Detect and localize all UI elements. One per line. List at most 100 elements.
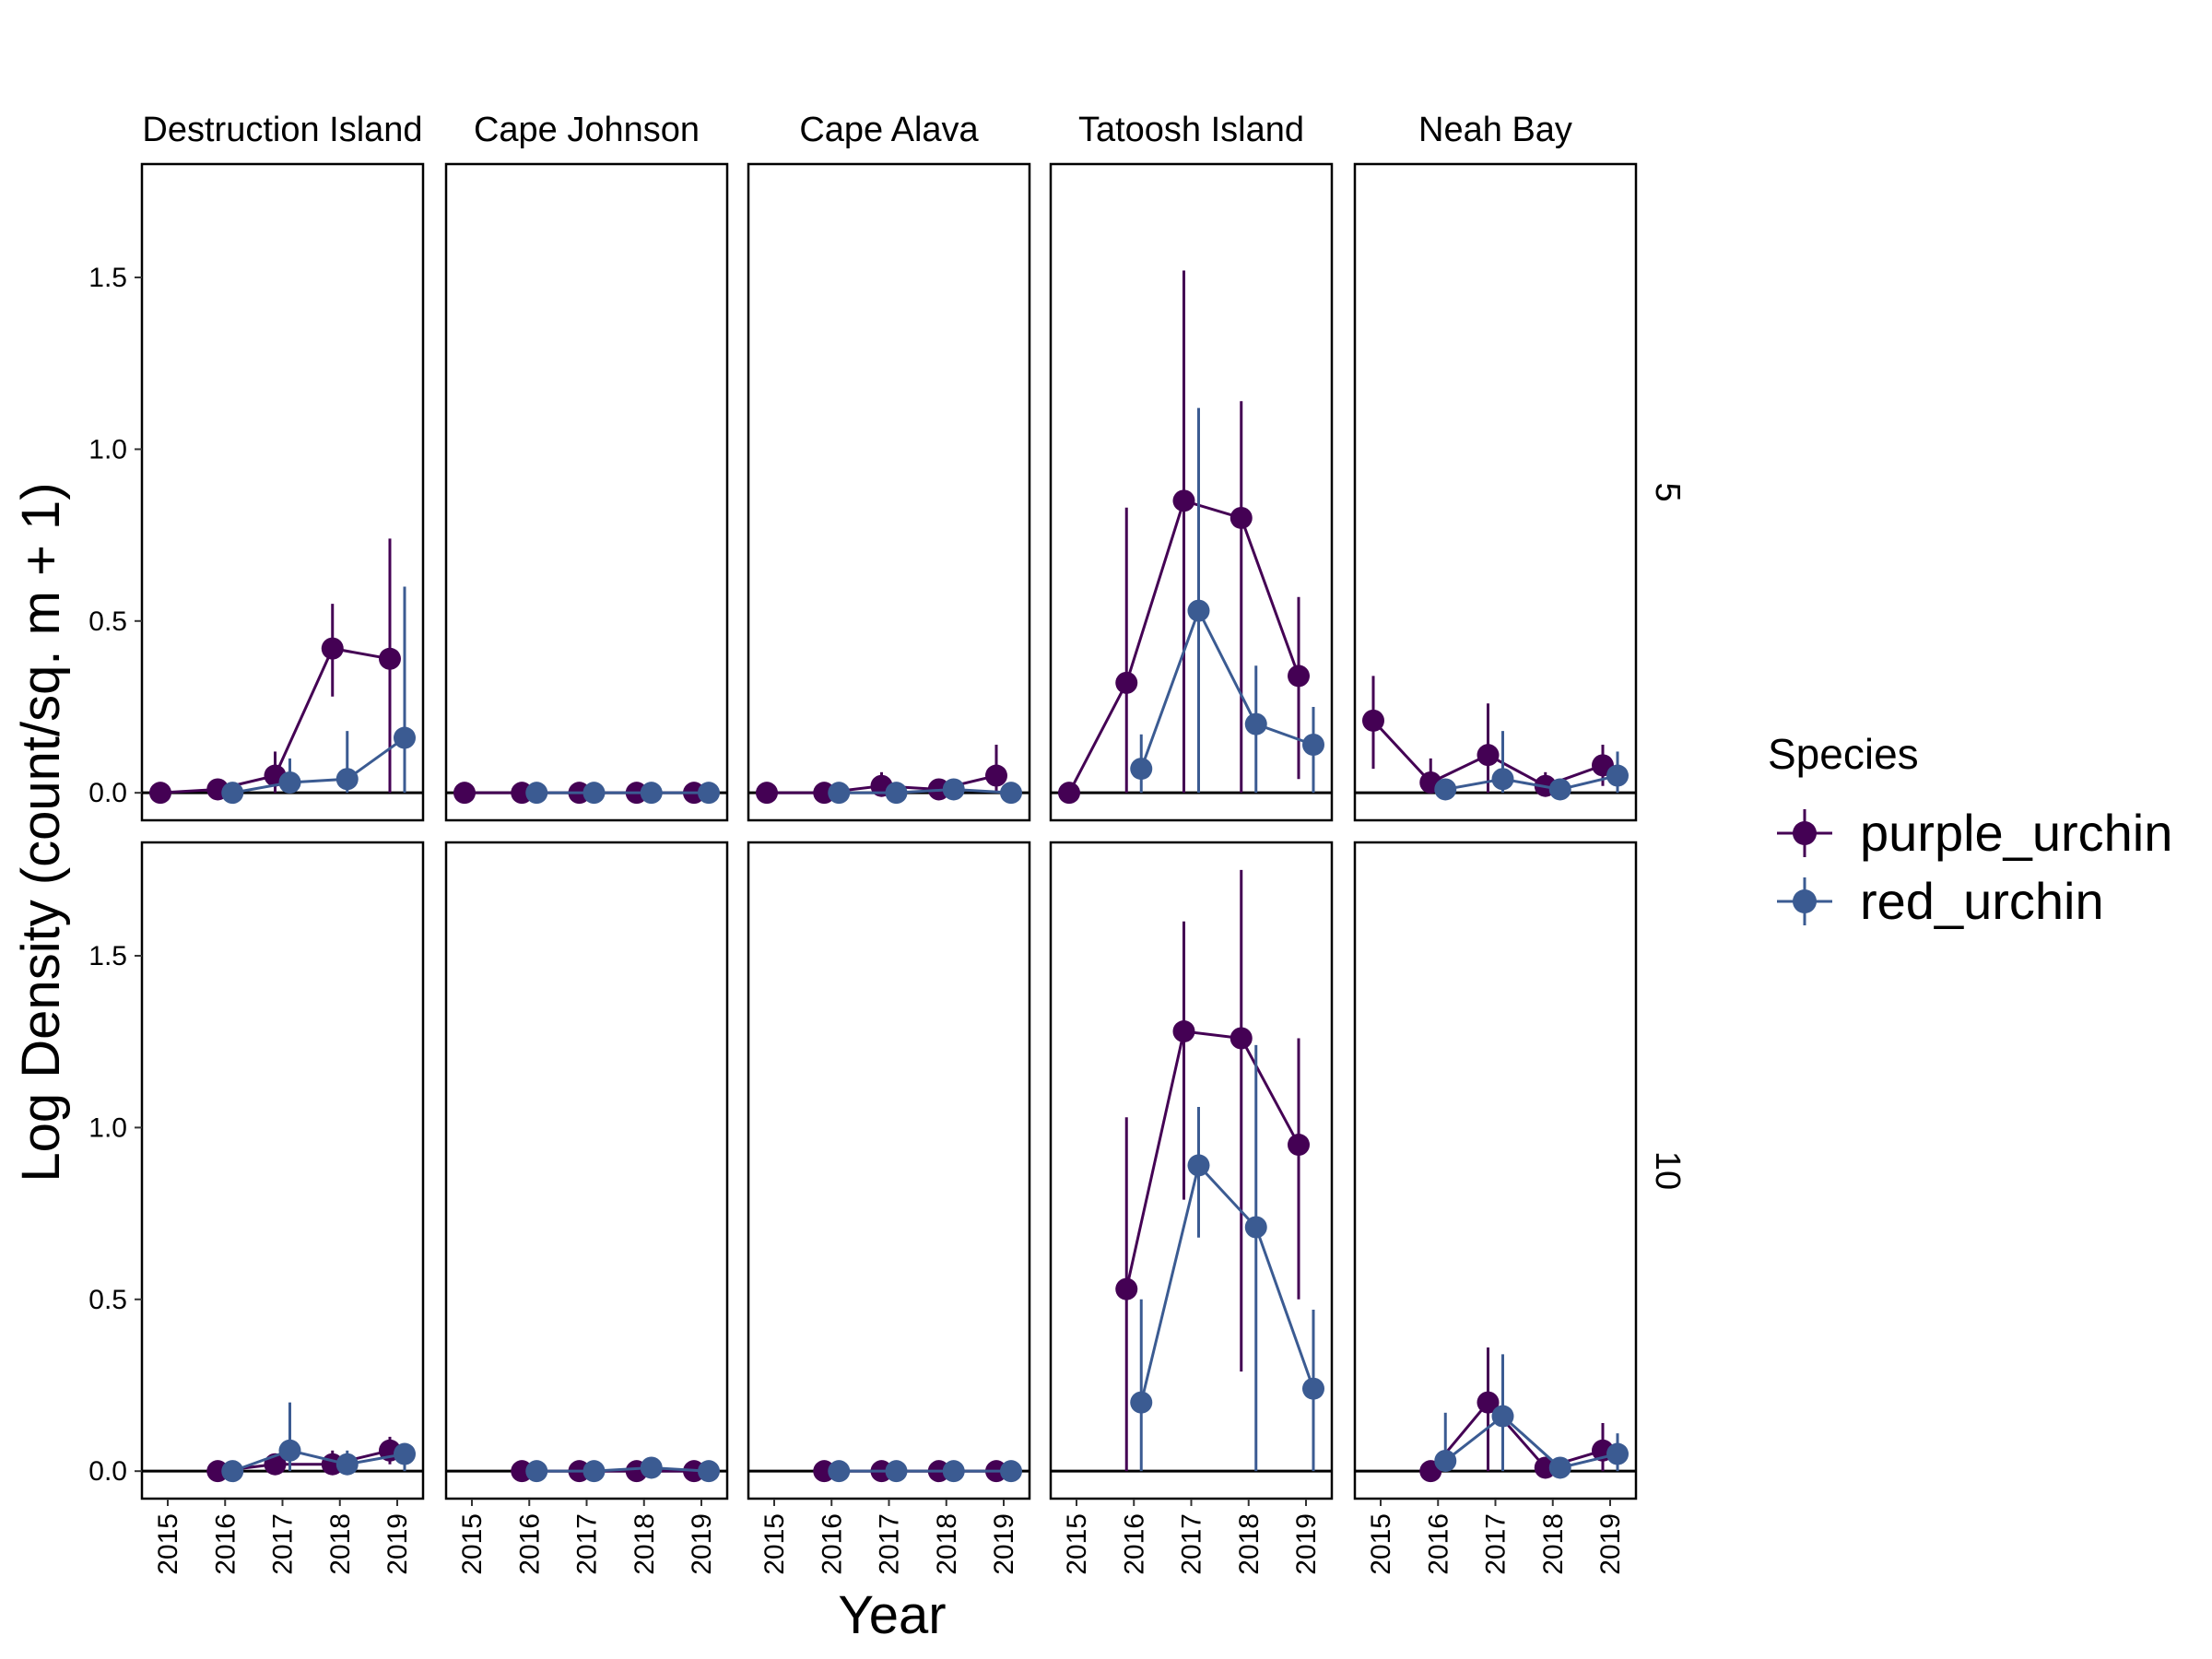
point-red_urchin — [698, 782, 720, 805]
y-tick-label: 0.5 — [88, 1285, 127, 1315]
series-line-red_urchin — [1139, 1162, 1315, 1403]
strip-label-cape-alava: Cape Alava — [799, 111, 979, 149]
y-axis-title: Log Density (count/sq. m + 1) — [11, 482, 71, 1182]
legend-label: red_urchin — [1860, 872, 2104, 930]
point-purple_urchin — [1058, 782, 1080, 805]
series-line-red_urchin — [536, 1465, 710, 1473]
x-tick-label: 2016 — [210, 1513, 241, 1575]
point-red_urchin — [885, 1460, 908, 1483]
strip-label-destruction-island: Destruction Island — [142, 111, 422, 149]
panel-border — [444, 841, 729, 1500]
x-tick-label: 2016 — [1423, 1513, 1453, 1575]
x-tick-label: 2017 — [875, 1513, 905, 1575]
x-tick-label: 2017 — [572, 1513, 603, 1575]
point-red_urchin — [278, 771, 301, 794]
point-red_urchin — [828, 782, 851, 805]
point-red_urchin — [1491, 1405, 1514, 1428]
point-purple_urchin — [1288, 665, 1310, 688]
point-red_urchin — [335, 1453, 359, 1476]
point-red_urchin — [278, 1439, 301, 1462]
panel-cape-johnson-depth-5 — [444, 162, 729, 822]
point-red_urchin — [1434, 778, 1457, 801]
facet-strip-labels: Destruction Island Cape Johnson Cape Alava… — [142, 111, 1572, 149]
y-tick-label: 1.5 — [88, 941, 127, 971]
point-purple_urchin — [1477, 1391, 1500, 1414]
panel-border — [140, 162, 425, 822]
point-red_urchin — [1000, 1460, 1022, 1483]
panel-destruction-island-depth-5: 0.0 0.5 1.0 1.5 — [88, 162, 425, 822]
panel-tatoosh-island-depth-5 — [1049, 162, 1334, 822]
panel-neah-bay-depth-10: 2015 2016 2017 2018 2019 — [1353, 841, 1638, 1575]
point-purple_urchin — [453, 782, 476, 805]
point-purple_urchin — [1115, 671, 1138, 694]
point-red_urchin — [942, 778, 965, 801]
series-line-purple_urchin — [218, 1449, 391, 1473]
row-label-depth-5: 5 — [1648, 482, 1687, 501]
y-tick-label: 0.0 — [88, 1456, 127, 1487]
y-tick-label: 1.0 — [88, 434, 127, 465]
point-red_urchin — [1187, 1154, 1210, 1177]
legend-item-red_urchin: red_urchin — [1777, 872, 2104, 930]
series-line-red_urchin — [1139, 606, 1314, 770]
point-red_urchin — [885, 782, 908, 805]
point-red_urchin — [525, 782, 548, 805]
point-red_urchin — [698, 1460, 720, 1483]
strip-label-cape-johnson: Cape Johnson — [474, 111, 700, 149]
panel-border — [140, 841, 425, 1500]
panel-border — [747, 162, 1031, 822]
legend-key-point — [1793, 889, 1817, 913]
x-tick-label: 2018 — [932, 1513, 962, 1575]
y-tick-label: 0.5 — [88, 606, 127, 637]
facet-row-labels: 5 10 — [1648, 482, 1687, 1190]
point-red_urchin — [1244, 712, 1267, 735]
x-tick-label: 2015 — [759, 1513, 790, 1575]
x-tick-label: 2016 — [817, 1513, 847, 1575]
point-red_urchin — [1548, 1456, 1571, 1479]
point-red_urchin — [1606, 764, 1629, 787]
point-purple_urchin — [1230, 1027, 1253, 1050]
panel-destruction-island-depth-10: 0.0 0.5 1.0 1.5 2015 2016 2017 2018 2019 — [88, 841, 425, 1575]
panel-border — [444, 162, 729, 822]
point-red_urchin — [394, 1442, 416, 1465]
point-purple_urchin — [1115, 1277, 1138, 1300]
x-tick-label: 2018 — [1538, 1513, 1569, 1575]
legend-item-purple_urchin: purple_urchin — [1777, 804, 2172, 862]
series-line-purple_urchin — [1124, 1030, 1300, 1289]
point-red_urchin — [394, 726, 416, 749]
x-tick-label: 2017 — [1481, 1513, 1512, 1575]
point-purple_urchin — [1230, 506, 1253, 529]
panel-border — [747, 841, 1031, 1500]
x-tick-label: 2018 — [325, 1513, 356, 1575]
point-red_urchin — [640, 1456, 663, 1479]
x-tick-label: 2018 — [629, 1513, 660, 1575]
point-red_urchin — [221, 1460, 244, 1483]
point-red_urchin — [1434, 1449, 1457, 1472]
point-purple_urchin — [1172, 489, 1195, 512]
point-red_urchin — [582, 1460, 606, 1483]
point-red_urchin — [1302, 1377, 1324, 1400]
point-red_urchin — [582, 782, 606, 805]
point-red_urchin — [1491, 768, 1514, 791]
legend: Species purple_urchin red_urchin — [1768, 730, 2172, 930]
point-red_urchin — [1130, 1391, 1153, 1414]
point-purple_urchin — [1477, 744, 1500, 767]
x-axis-title: Year — [838, 1585, 946, 1645]
strip-label-tatoosh-island: Tatoosh Island — [1078, 111, 1304, 149]
panel-cape-johnson-depth-10: 2015 2016 2017 2018 2019 — [444, 841, 729, 1575]
point-purple_urchin — [321, 637, 344, 660]
point-red_urchin — [1302, 733, 1324, 756]
x-tick-label: 2015 — [457, 1513, 488, 1575]
x-tick-label: 2019 — [687, 1513, 717, 1575]
series-line-purple_urchin — [1430, 1400, 1604, 1473]
point-purple_urchin — [1288, 1134, 1310, 1157]
x-tick-label: 2015 — [1366, 1513, 1396, 1575]
point-red_urchin — [335, 768, 359, 791]
point-red_urchin — [1187, 599, 1210, 622]
point-red_urchin — [640, 782, 663, 805]
x-tick-label: 2019 — [989, 1513, 1019, 1575]
point-purple_urchin — [149, 782, 171, 805]
x-tick-label: 2019 — [382, 1513, 413, 1575]
x-tick-label: 2015 — [1062, 1513, 1092, 1575]
panel-cape-alava-depth-10: 2015 2016 2017 2018 2019 — [747, 841, 1031, 1575]
series-line-red_urchin — [839, 787, 1012, 794]
